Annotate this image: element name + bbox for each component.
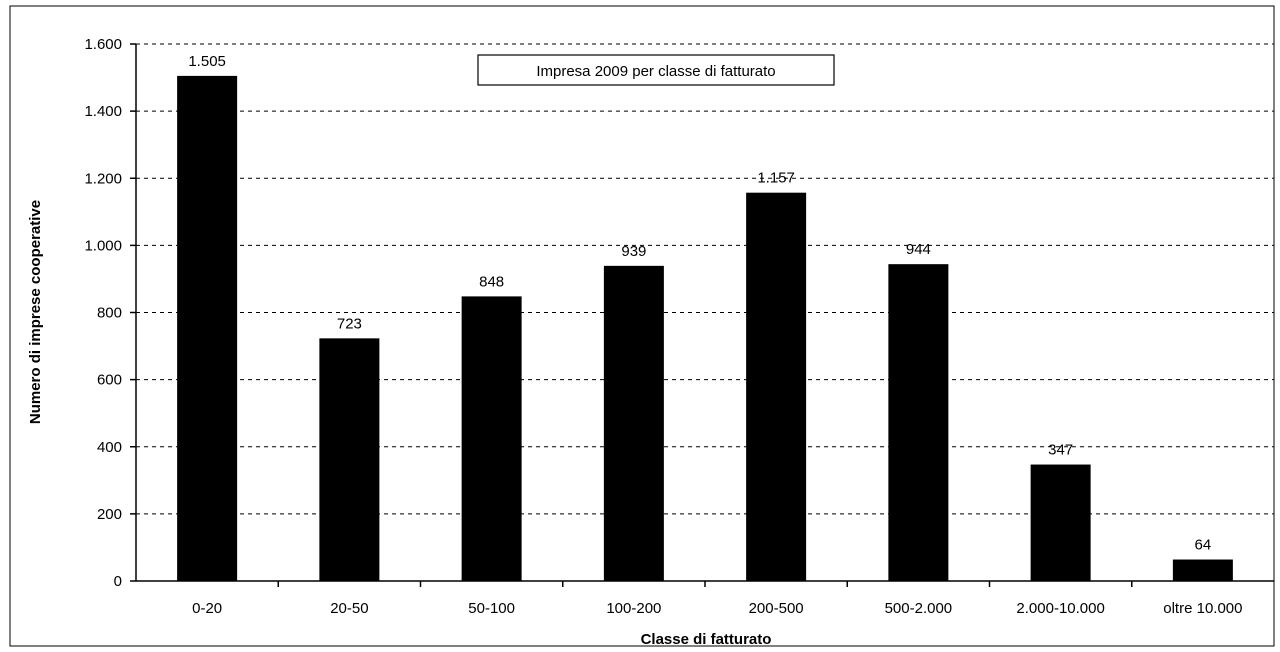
gridlines <box>136 43 1274 515</box>
x-tick-label: 200-500 <box>749 600 804 617</box>
data-label: 723 <box>337 315 362 332</box>
x-tick-label: 0-20 <box>192 600 222 617</box>
y-tick-label: 800 <box>97 305 122 322</box>
data-label: 347 <box>1048 442 1073 459</box>
y-tick-labels: 0 200 400 600 800 1.000 1.200 1.400 1.600 <box>84 36 122 590</box>
y-tick-label: 400 <box>97 439 122 456</box>
chart-title: Impresa 2009 per classe di fatturato <box>536 63 775 80</box>
y-tick-label: 1.200 <box>84 170 122 187</box>
x-tick-label: 50-100 <box>468 600 515 617</box>
data-label: 64 <box>1195 537 1212 554</box>
bar <box>603 265 664 581</box>
bar <box>319 338 380 581</box>
y-tick-label: 1.600 <box>84 36 122 53</box>
data-label: 1.157 <box>757 170 795 187</box>
y-tick-label: 0 <box>114 573 122 590</box>
x-tick-label: 100-200 <box>606 600 661 617</box>
bars <box>177 75 1233 582</box>
data-label: 1.505 <box>188 53 226 70</box>
data-label: 939 <box>621 243 646 260</box>
bar <box>1172 559 1233 581</box>
bar <box>746 192 807 581</box>
value-labels: 1.505 723 848 939 1.157 944 347 64 <box>188 53 1211 554</box>
bar <box>888 264 949 581</box>
y-tick-label: 600 <box>97 372 122 389</box>
bar <box>1030 464 1091 581</box>
data-label: 848 <box>479 273 504 290</box>
x-tick-labels: 0-20 20-50 50-100 100-200 200-500 500-2.000 2.… <box>192 600 1242 617</box>
x-tick-label: 2.000-10.000 <box>1016 600 1104 617</box>
data-label: 944 <box>906 241 931 258</box>
y-tick-label: 1.000 <box>84 237 122 254</box>
y-axis-title: Numero di imprese cooperative <box>27 200 44 424</box>
y-tick-label: 1.400 <box>84 103 122 120</box>
y-tick-label: 200 <box>97 506 122 523</box>
chart-frame <box>9 5 1275 647</box>
chart-title-box <box>477 54 835 86</box>
x-tick-label: oltre 10.000 <box>1163 600 1242 617</box>
bar <box>461 296 522 581</box>
x-tick-label: 500-2.000 <box>885 600 953 617</box>
bar <box>177 75 238 582</box>
axes <box>130 43 1274 587</box>
x-axis-title: Classe di fatturato <box>641 631 772 648</box>
x-tick-label: 20-50 <box>330 600 368 617</box>
